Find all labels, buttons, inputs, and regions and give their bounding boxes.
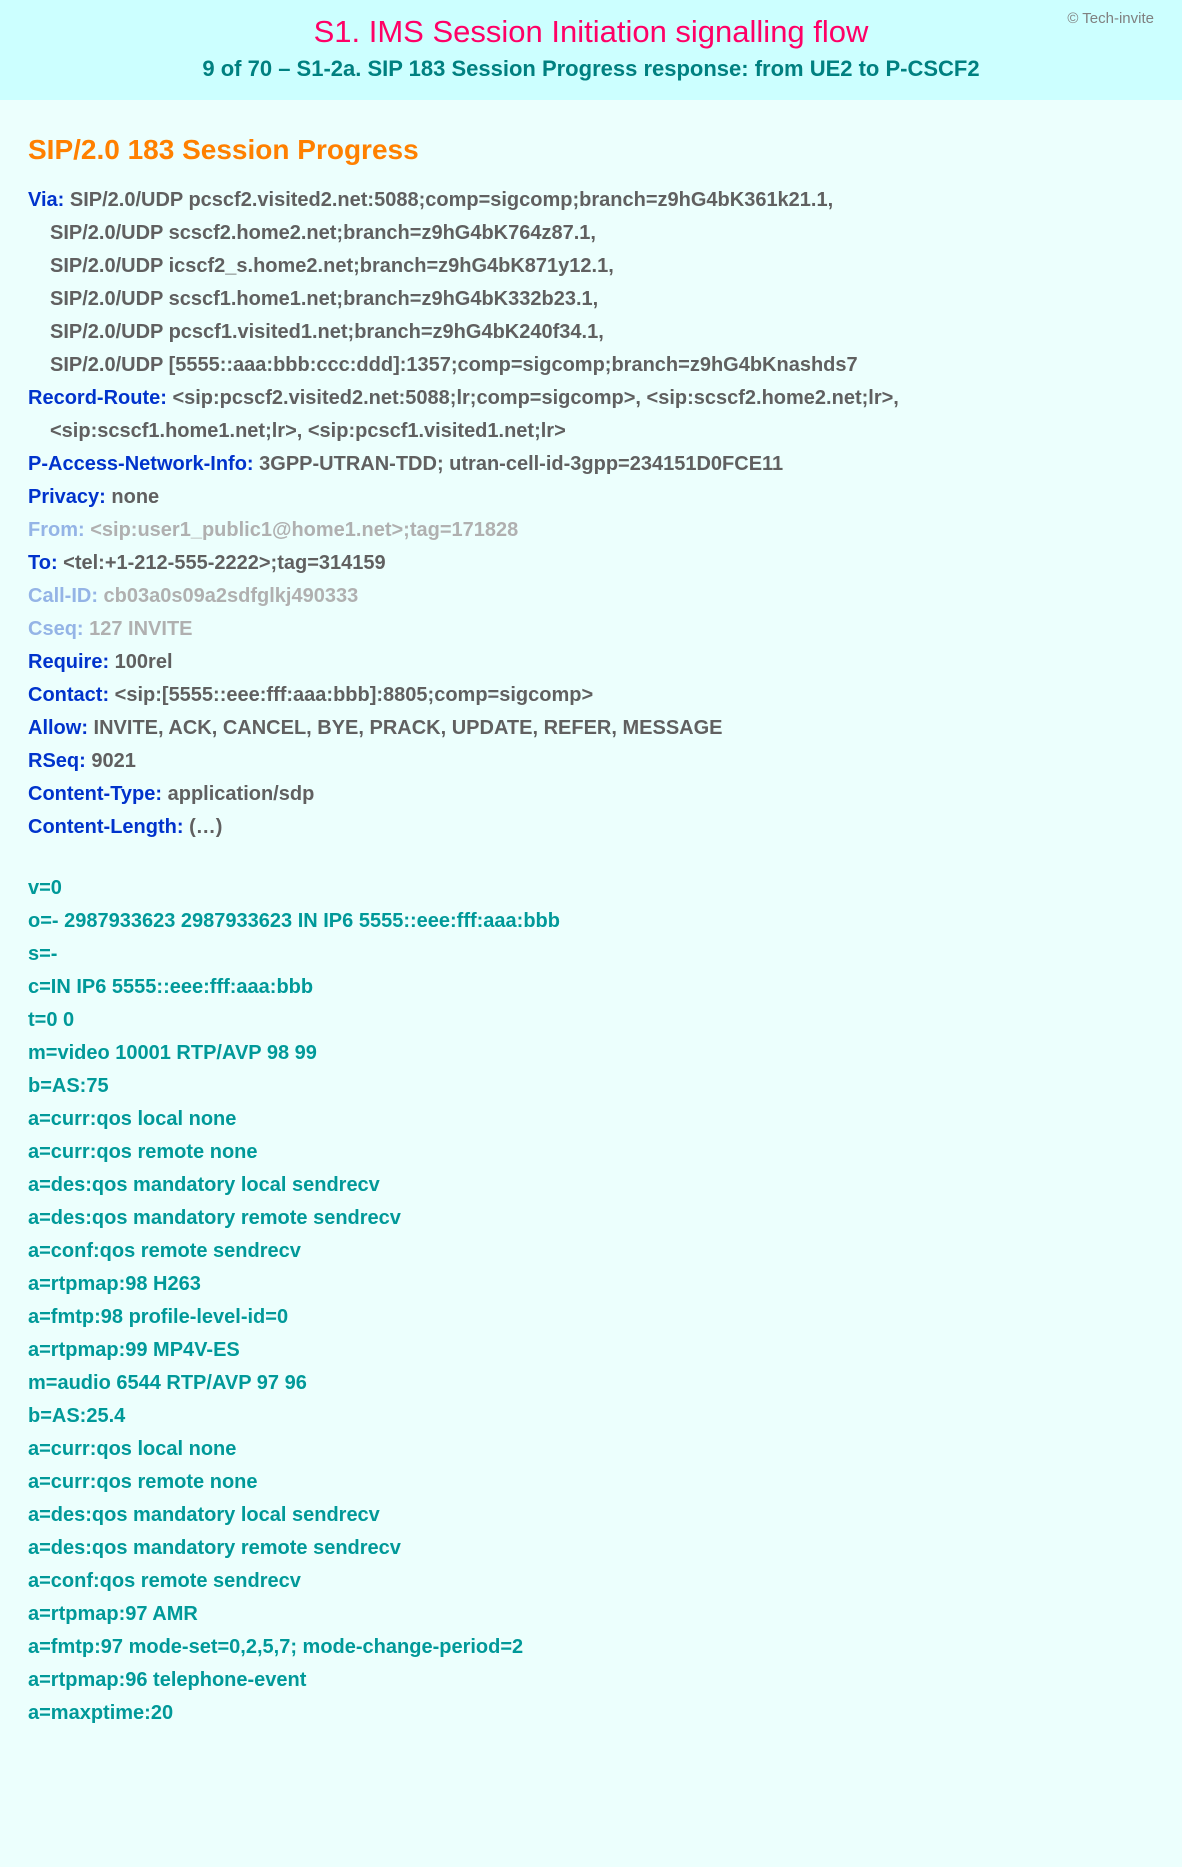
sip-header-name: Record-Route: bbox=[28, 387, 167, 409]
sip-header-value: application/sdp bbox=[162, 783, 314, 805]
sip-header-line: Privacy: none bbox=[28, 481, 1154, 514]
sip-header-value: none bbox=[106, 486, 159, 508]
sip-header-value: SIP/2.0/UDP scscf1.home1.net;branch=z9hG… bbox=[50, 288, 598, 310]
sip-header-line: SIP/2.0/UDP scscf2.home2.net;branch=z9hG… bbox=[28, 217, 1154, 250]
sip-header-value: <sip:[5555::eee:fff:aaa:bbb]:8805;comp=s… bbox=[109, 684, 593, 706]
sip-header-name: RSeq: bbox=[28, 750, 86, 772]
sip-header-line: Contact: <sip:[5555::eee:fff:aaa:bbb]:88… bbox=[28, 679, 1154, 712]
sip-header-line: Record-Route: <sip:pcscf2.visited2.net:5… bbox=[28, 382, 1154, 415]
sip-headers: Via: SIP/2.0/UDP pcscf2.visited2.net:508… bbox=[28, 184, 1154, 844]
sdp-line: a=rtpmap:97 AMR bbox=[28, 1598, 1154, 1631]
message-title: SIP/2.0 183 Session Progress bbox=[28, 134, 1154, 166]
sdp-line: a=rtpmap:98 H263 bbox=[28, 1268, 1154, 1301]
sip-header-value: SIP/2.0/UDP pcscf1.visited1.net;branch=z… bbox=[50, 321, 604, 343]
sip-header-name: From: bbox=[28, 519, 85, 541]
sip-header-value: cb03a0s09a2sdfglkj490333 bbox=[98, 585, 358, 607]
sip-header-line: Require: 100rel bbox=[28, 646, 1154, 679]
sdp-line: t=0 0 bbox=[28, 1004, 1154, 1037]
sip-header-line: Cseq: 127 INVITE bbox=[28, 613, 1154, 646]
sip-header-name: Cseq: bbox=[28, 618, 84, 640]
sip-header-line: SIP/2.0/UDP icscf2_s.home2.net;branch=z9… bbox=[28, 250, 1154, 283]
sdp-line: a=curr:qos local none bbox=[28, 1103, 1154, 1136]
sip-header-value: <tel:+1-212-555-2222>;tag=314159 bbox=[58, 552, 386, 574]
sip-header-line: <sip:scscf1.home1.net;lr>, <sip:pcscf1.v… bbox=[28, 415, 1154, 448]
sip-header-value: <sip:scscf1.home1.net;lr>, <sip:pcscf1.v… bbox=[50, 420, 566, 442]
sip-header-value: 100rel bbox=[109, 651, 172, 673]
banner: © Tech-invite S1. IMS Session Initiation… bbox=[0, 0, 1182, 100]
sdp-line: a=fmtp:97 mode-set=0,2,5,7; mode-change-… bbox=[28, 1631, 1154, 1664]
sip-header-line: From: <sip:user1_public1@home1.net>;tag=… bbox=[28, 514, 1154, 547]
sip-header-name: Contact: bbox=[28, 684, 109, 706]
sdp-line: o=- 2987933623 2987933623 IN IP6 5555::e… bbox=[28, 905, 1154, 938]
sip-header-value: (…) bbox=[184, 816, 223, 838]
sip-header-value: 127 INVITE bbox=[84, 618, 193, 640]
sdp-line: a=fmtp:98 profile-level-id=0 bbox=[28, 1301, 1154, 1334]
sip-header-value: SIP/2.0/UDP [5555::aaa:bbb:ccc:ddd]:1357… bbox=[50, 354, 858, 376]
sip-header-line: P-Access-Network-Info: 3GPP-UTRAN-TDD; u… bbox=[28, 448, 1154, 481]
sip-header-value: SIP/2.0/UDP scscf2.home2.net;branch=z9hG… bbox=[50, 222, 596, 244]
message-content: SIP/2.0 183 Session Progress Via: SIP/2.… bbox=[0, 100, 1182, 1770]
sip-header-value: <sip:pcscf2.visited2.net:5088;lr;comp=si… bbox=[167, 387, 899, 409]
sip-header-line: SIP/2.0/UDP pcscf1.visited1.net;branch=z… bbox=[28, 316, 1154, 349]
sip-header-value: 3GPP-UTRAN-TDD; utran-cell-id-3gpp=23415… bbox=[254, 453, 784, 475]
sip-header-name: Require: bbox=[28, 651, 109, 673]
sip-header-name: P-Access-Network-Info: bbox=[28, 453, 254, 475]
sip-header-line: SIP/2.0/UDP scscf1.home1.net;branch=z9hG… bbox=[28, 283, 1154, 316]
sdp-line: a=rtpmap:99 MP4V-ES bbox=[28, 1334, 1154, 1367]
sdp-line: s=- bbox=[28, 938, 1154, 971]
banner-subtitle: 9 of 70 – S1-2a. SIP 183 Session Progres… bbox=[20, 56, 1162, 82]
sdp-line: m=audio 6544 RTP/AVP 97 96 bbox=[28, 1367, 1154, 1400]
sdp-line: b=AS:25.4 bbox=[28, 1400, 1154, 1433]
sip-header-line: To: <tel:+1-212-555-2222>;tag=314159 bbox=[28, 547, 1154, 580]
sip-header-line: RSeq: 9021 bbox=[28, 745, 1154, 778]
sdp-line: b=AS:75 bbox=[28, 1070, 1154, 1103]
sdp-line: a=curr:qos local none bbox=[28, 1433, 1154, 1466]
sdp-line: a=curr:qos remote none bbox=[28, 1466, 1154, 1499]
copyright: © Tech-invite bbox=[1067, 10, 1154, 27]
sip-header-line: Call-ID: cb03a0s09a2sdfglkj490333 bbox=[28, 580, 1154, 613]
sip-header-line: Allow: INVITE, ACK, CANCEL, BYE, PRACK, … bbox=[28, 712, 1154, 745]
sdp-line: a=des:qos mandatory local sendrecv bbox=[28, 1499, 1154, 1532]
sdp-line: c=IN IP6 5555::eee:fff:aaa:bbb bbox=[28, 971, 1154, 1004]
sdp-body: v=0o=- 2987933623 2987933623 IN IP6 5555… bbox=[28, 872, 1154, 1730]
sip-header-name: To: bbox=[28, 552, 58, 574]
sdp-line: v=0 bbox=[28, 872, 1154, 905]
sdp-line: a=des:qos mandatory local sendrecv bbox=[28, 1169, 1154, 1202]
sip-header-value: INVITE, ACK, CANCEL, BYE, PRACK, UPDATE,… bbox=[88, 717, 723, 739]
sip-header-value: 9021 bbox=[86, 750, 136, 772]
sip-header-line: Content-Length: (…) bbox=[28, 811, 1154, 844]
sdp-line: a=maxptime:20 bbox=[28, 1697, 1154, 1730]
sip-header-name: Call-ID: bbox=[28, 585, 98, 607]
sip-header-value: <sip:user1_public1@home1.net>;tag=171828 bbox=[85, 519, 519, 541]
sip-header-name: Allow: bbox=[28, 717, 88, 739]
sip-header-line: Via: SIP/2.0/UDP pcscf2.visited2.net:508… bbox=[28, 184, 1154, 217]
sip-header-value: SIP/2.0/UDP pcscf2.visited2.net:5088;com… bbox=[64, 189, 833, 211]
sip-header-line: SIP/2.0/UDP [5555::aaa:bbb:ccc:ddd]:1357… bbox=[28, 349, 1154, 382]
sip-header-name: Privacy: bbox=[28, 486, 106, 508]
sdp-line: a=des:qos mandatory remote sendrecv bbox=[28, 1532, 1154, 1565]
sdp-line: a=conf:qos remote sendrecv bbox=[28, 1565, 1154, 1598]
sip-header-name: Content-Length: bbox=[28, 816, 184, 838]
banner-title: S1. IMS Session Initiation signalling fl… bbox=[20, 14, 1162, 50]
sip-header-value: SIP/2.0/UDP icscf2_s.home2.net;branch=z9… bbox=[50, 255, 614, 277]
sip-header-name: Content-Type: bbox=[28, 783, 162, 805]
sdp-line: a=rtpmap:96 telephone-event bbox=[28, 1664, 1154, 1697]
sdp-line: a=conf:qos remote sendrecv bbox=[28, 1235, 1154, 1268]
sdp-line: a=curr:qos remote none bbox=[28, 1136, 1154, 1169]
sdp-line: a=des:qos mandatory remote sendrecv bbox=[28, 1202, 1154, 1235]
sdp-line: m=video 10001 RTP/AVP 98 99 bbox=[28, 1037, 1154, 1070]
sip-header-line: Content-Type: application/sdp bbox=[28, 778, 1154, 811]
sip-header-name: Via: bbox=[28, 189, 64, 211]
